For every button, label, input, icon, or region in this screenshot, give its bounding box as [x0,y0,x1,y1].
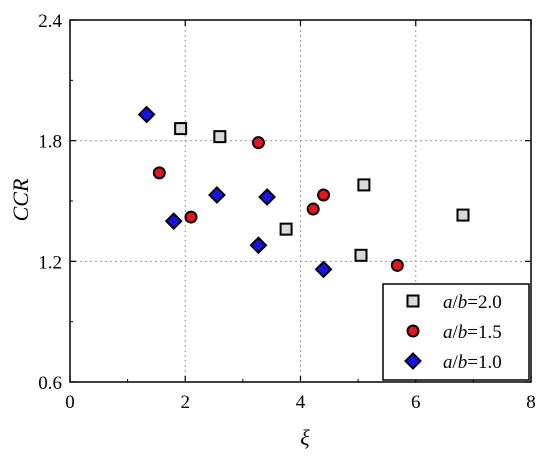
data-point [456,208,470,222]
data-point [317,188,331,202]
series-circle [152,136,404,272]
x-tick-label: 6 [411,392,421,413]
grid-lines [70,20,531,382]
data-point [174,122,188,136]
legend-marker [406,324,420,338]
y-tick-label: 0.6 [38,373,62,394]
x-tick-label: 8 [526,392,536,413]
data-point [251,136,265,150]
data-point [279,222,293,236]
series-square [174,122,470,262]
data-point [258,188,276,206]
x-axis-label: ξ [300,425,310,450]
y-axis-label: CCR [8,178,33,221]
y-tick-label: 1.8 [38,132,62,153]
y-tick-label: 1.2 [38,252,62,273]
data-point [354,248,368,262]
x-tick-label: 4 [296,392,306,413]
series-diamond [137,105,333,279]
data-point [184,210,198,224]
x-tick-label: 2 [181,392,191,413]
data-point [306,202,320,216]
x-tick-label: 0 [65,392,75,413]
data-point [137,105,156,124]
data-point [314,260,333,279]
data-points [137,105,470,279]
data-point [152,166,166,180]
data-point [164,212,183,231]
data-point [213,130,227,144]
legend-label: a/b=2.0 [443,292,502,313]
legend-marker [406,294,420,308]
legend-label: a/b=1.5 [443,322,502,343]
legend-marker [404,352,422,370]
data-point [390,258,404,272]
data-point [249,236,268,255]
legend: a/b=2.0 a/b=1.5 a/b=1.0 [382,283,530,381]
legend-label: a/b=1.0 [443,352,502,373]
y-tick-label: 2.4 [38,11,62,32]
data-point [208,186,226,204]
data-point [357,178,371,192]
axis-ticks: 0 2 4 6 8 0.6 1.2 1.8 2.4 [38,11,536,413]
